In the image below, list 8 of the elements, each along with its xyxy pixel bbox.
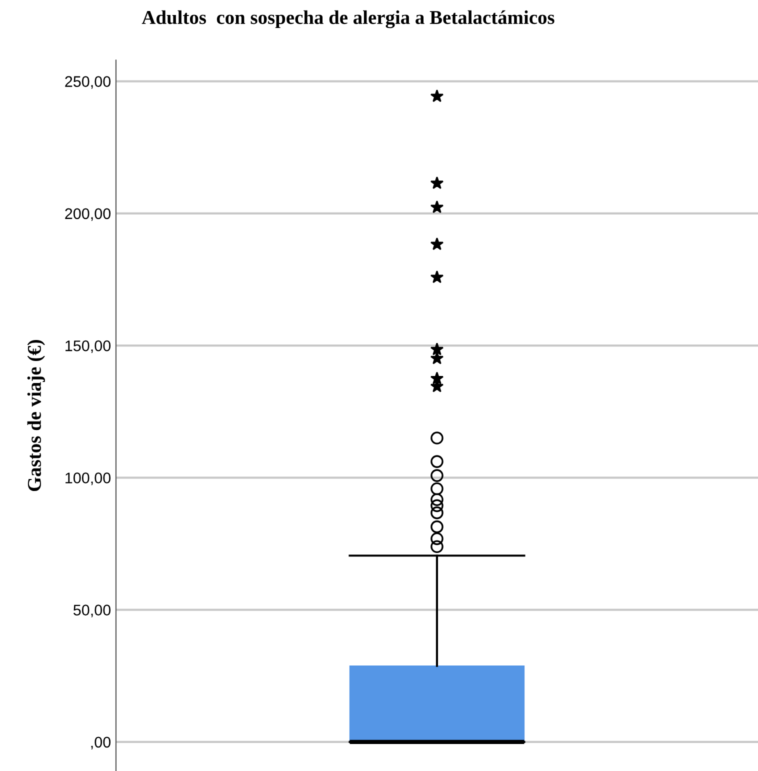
y-tick-label: 150,00 (66, 340, 111, 354)
y-tick-label: 100,00 (66, 472, 111, 486)
chart-title: Adultos con sospecha de alergia a Betalactámicos (142, 10, 554, 28)
y-tick-label: ,00 (91, 736, 111, 750)
y-tick-label: 50,00 (73, 604, 111, 618)
y-tick-label: 200,00 (65, 208, 111, 221)
y-axis-title: Gastos de viaje (€) (27, 340, 45, 492)
y-tick-label: 250,00 (65, 76, 111, 89)
